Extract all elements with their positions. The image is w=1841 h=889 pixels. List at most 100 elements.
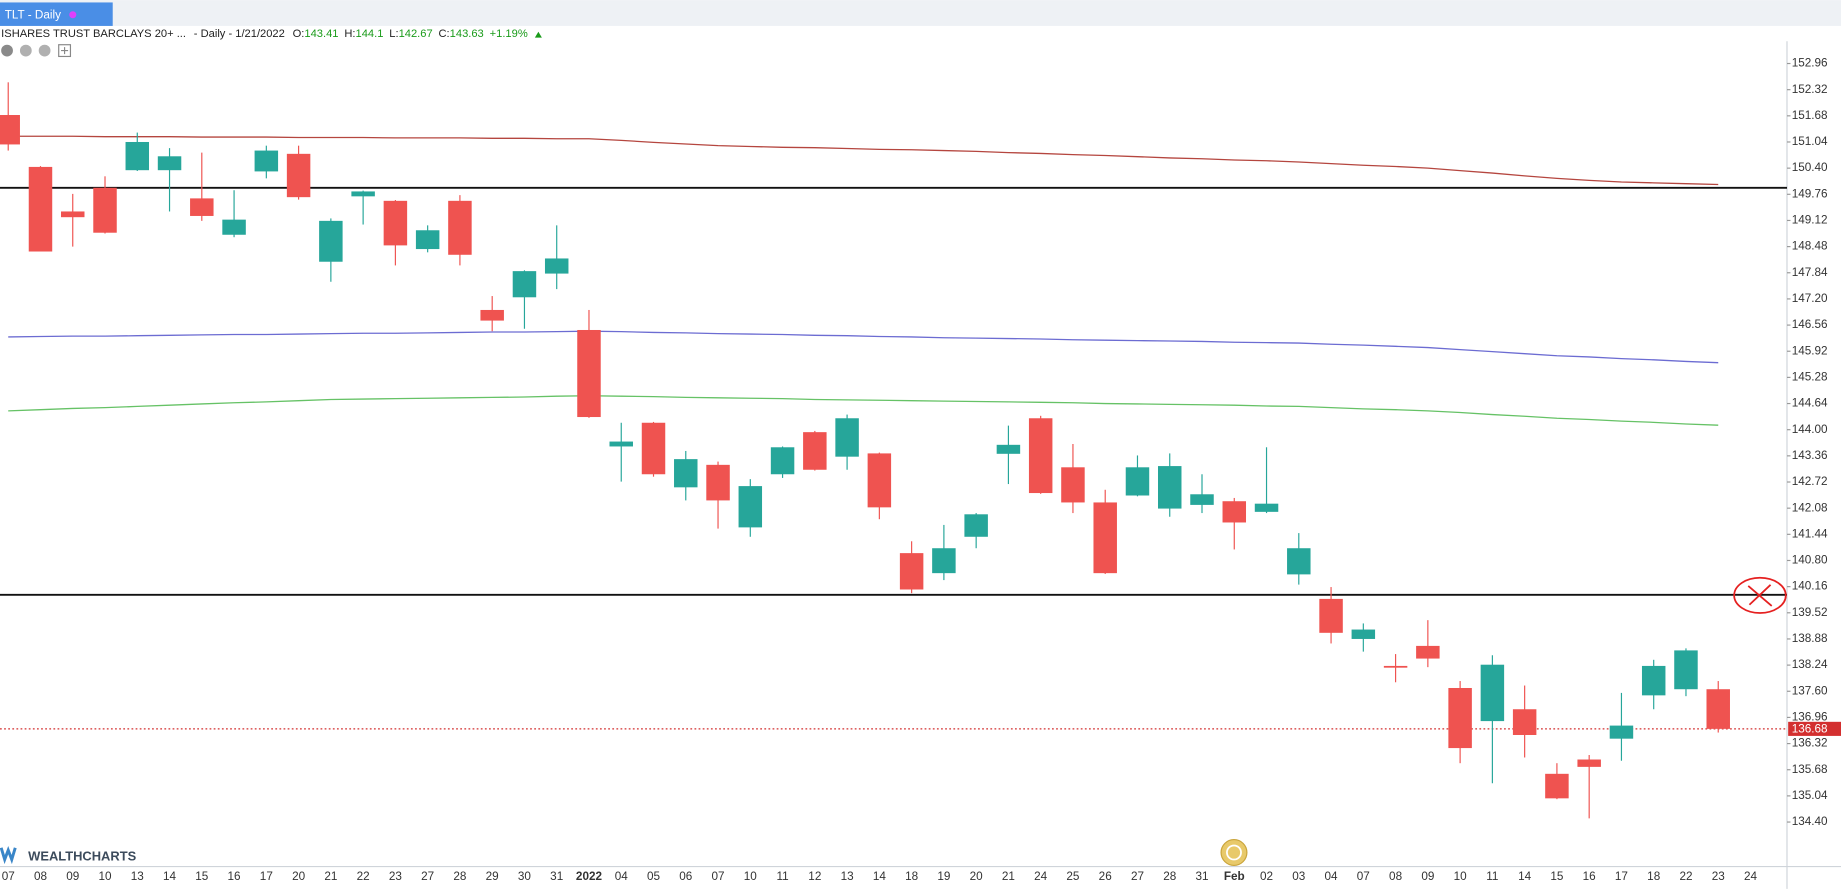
change: +1.19% (490, 28, 528, 40)
quote-value: 142.67 (399, 28, 433, 40)
y-tick-label: 147.20 (1792, 292, 1828, 305)
last-price-tag (1788, 721, 1841, 736)
y-tick-label: 135.04 (1792, 789, 1828, 802)
tool-icon[interactable] (1, 44, 13, 57)
quote-label: C: (439, 28, 450, 40)
candle-body (1448, 687, 1472, 749)
candle-body (1512, 709, 1537, 735)
moving-average (8, 135, 1719, 186)
tab-dot (69, 11, 77, 19)
candle-body (28, 166, 53, 252)
y-tick-label: 136.96 (1792, 711, 1828, 724)
candle-body (577, 329, 601, 418)
x-tick-label: 28 (453, 870, 467, 883)
tab[interactable] (0, 2, 113, 26)
last-price-label: 136.68 (1792, 723, 1828, 736)
x-tick-label: 11 (1486, 870, 1498, 883)
x-tick-label: 18 (905, 870, 919, 883)
candle-body (448, 200, 472, 255)
x-tick-label: 19 (937, 870, 950, 883)
candle-body (867, 453, 892, 508)
candle-body (1222, 501, 1247, 523)
y-tick-label: 138.88 (1792, 632, 1828, 645)
candle-body (1028, 418, 1053, 494)
clock-icon (1226, 844, 1242, 861)
annotation-circle (1733, 576, 1787, 614)
tool-icon[interactable] (19, 44, 32, 57)
x-tick-label: 24 (1034, 870, 1048, 883)
candle-body (1157, 466, 1182, 509)
quote-value: 143.63 (450, 28, 484, 40)
y-tick-label: 150.40 (1792, 161, 1828, 174)
toolbar (1, 44, 72, 58)
y-tick-label: 146.56 (1792, 318, 1828, 331)
y-tick-label: 134.40 (1792, 815, 1828, 828)
y-tick-label: 142.08 (1792, 501, 1828, 514)
symbol-info: ISHARES TRUST BARCLAYS 20+ ... - Daily -… (1, 28, 528, 40)
x-tick-label: 27 (421, 870, 434, 883)
y-tick-label: 138.24 (1792, 658, 1828, 671)
candle-body (996, 444, 1021, 454)
logo-text: WEALTHCHARTS (28, 849, 136, 864)
y-tick-label: 151.04 (1792, 135, 1828, 148)
x-tick-label: 18 (1647, 870, 1661, 883)
candle-body (1480, 664, 1505, 722)
candle-body (254, 150, 279, 172)
x-tick-label: 03 (1292, 870, 1306, 883)
logo-mark (0, 845, 17, 865)
candle-body (222, 219, 246, 235)
candle-body (674, 459, 698, 488)
candle-body (93, 187, 117, 233)
candle-body (286, 153, 311, 198)
x-tick-label: 28 (1163, 870, 1177, 883)
quote-value: 144.1 (356, 28, 384, 40)
tool-icon[interactable] (38, 44, 51, 57)
candle-body (609, 441, 633, 447)
x-tick-label: 20 (292, 870, 306, 883)
change-arrow (534, 31, 542, 38)
x-tick-label: 24 (1744, 870, 1758, 883)
x-tick-label: 08 (34, 870, 48, 883)
candle-body (932, 548, 956, 574)
candle-body (319, 220, 343, 262)
x-tick-label: 13 (131, 870, 145, 883)
x-tick-label: 12 (808, 870, 821, 883)
candle-body (1125, 467, 1150, 496)
symbol-name: ISHARES TRUST BARCLAYS 20+ ... (1, 28, 186, 40)
candle-body (157, 156, 182, 171)
candle-body (1416, 645, 1440, 659)
quote-value: 143.41 (304, 28, 338, 40)
y-tick-label: 147.84 (1792, 266, 1828, 279)
x-tick-label: 09 (1421, 870, 1434, 883)
candle-body (383, 200, 408, 246)
x-tick-label: 10 (744, 870, 758, 883)
x-tick-label: 05 (647, 870, 661, 883)
x-tick-label: 22 (1679, 870, 1692, 883)
x-tick-label: 31 (1195, 870, 1208, 883)
tab-bar (0, 0, 1841, 26)
candle-body (0, 115, 20, 145)
candle-body (351, 191, 375, 197)
x-tick-label: 07 (712, 870, 725, 883)
x-tick-label: 31 (550, 870, 563, 883)
y-tick-label: 139.52 (1792, 606, 1828, 619)
x-tick-label: 17 (1615, 870, 1628, 883)
x-tick-label: 14 (873, 870, 887, 883)
x-tick-label: 23 (1712, 870, 1726, 883)
y-tick-label: 140.80 (1792, 554, 1828, 567)
x-tick-label: 04 (1325, 870, 1339, 883)
x-tick-label: 29 (486, 870, 499, 883)
x-tick-label: 22 (357, 870, 370, 883)
tool-icon[interactable] (58, 44, 72, 58)
y-tick-label: 152.96 (1792, 57, 1828, 70)
moving-average (8, 330, 1719, 364)
clock-button[interactable] (1220, 839, 1248, 867)
candle-body (1190, 494, 1214, 505)
x-tick-label: 16 (1583, 870, 1597, 883)
candle-body (125, 141, 150, 171)
x-tick-label: 14 (1518, 870, 1532, 883)
candle-body (1061, 467, 1085, 503)
y-tick-label: 149.76 (1792, 187, 1828, 200)
candle-body (1641, 665, 1666, 696)
x-tick-label: 04 (615, 870, 629, 883)
